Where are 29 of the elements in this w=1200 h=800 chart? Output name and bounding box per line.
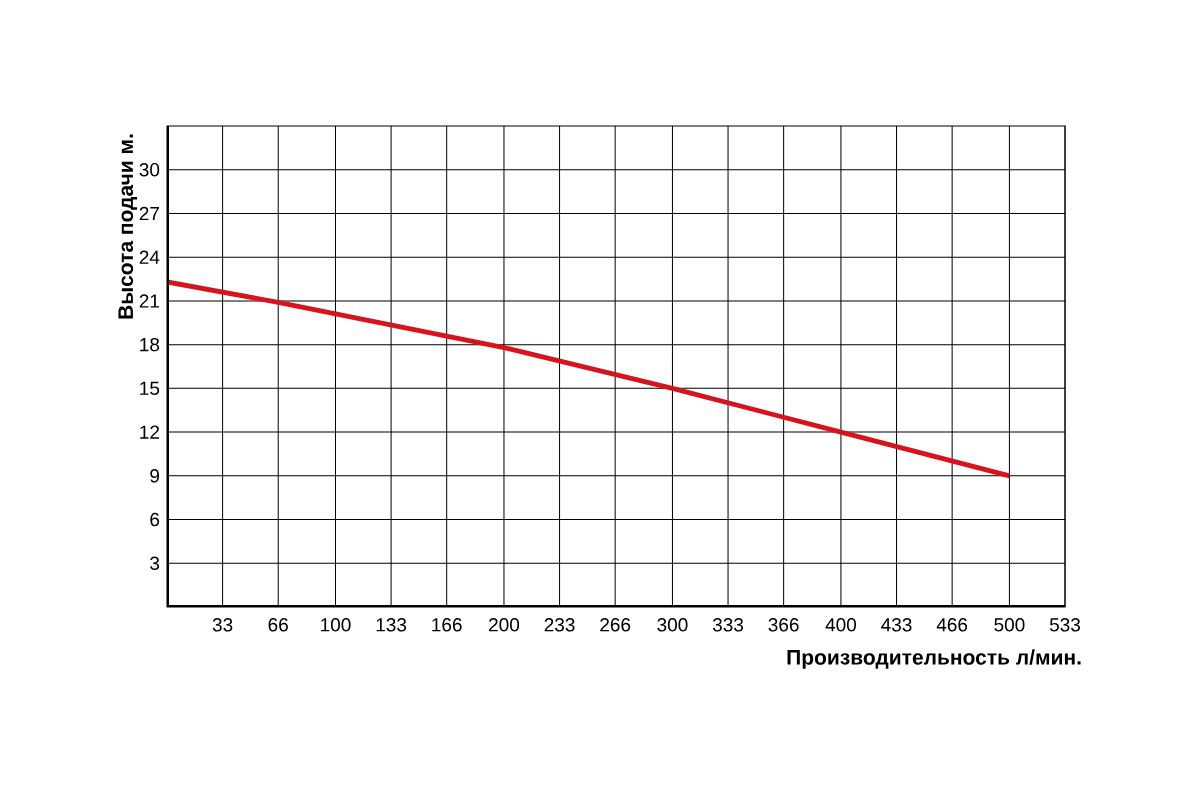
x-tick-label: 366 <box>768 618 799 632</box>
x-tick-label: 433 <box>881 618 912 632</box>
y-axis-title: Высота подачи м. <box>118 134 138 319</box>
x-tick-label: 233 <box>544 618 575 632</box>
y-tick-label: 21 <box>139 294 159 308</box>
x-tick-label: 133 <box>376 618 407 632</box>
line-series <box>167 279 1012 479</box>
y-tick-label: 3 <box>150 556 160 570</box>
y-tick-label: 6 <box>150 512 160 527</box>
y-tick-label: 18 <box>140 337 160 352</box>
y-tick-label: 27 <box>139 206 159 221</box>
y-tick-label: 12 <box>140 425 159 439</box>
x-tick-label: 66 <box>268 618 288 632</box>
x-tick-label: 33 <box>212 618 233 632</box>
x-axis-title: Производительность л/мин. <box>787 649 1081 669</box>
x-tick-label: 200 <box>489 618 520 632</box>
x-tick-label: 466 <box>936 618 968 632</box>
x-tick-label: 166 <box>432 618 462 632</box>
x-tick-label: 100 <box>321 618 351 632</box>
y-tick-label: 15 <box>140 381 160 395</box>
x-tick-label: 300 <box>657 618 688 632</box>
y-tick-label: 30 <box>139 163 160 177</box>
x-tick-label: 400 <box>825 618 857 632</box>
x-tick-label: 533 <box>1049 618 1081 632</box>
x-tick-label: 266 <box>600 618 631 632</box>
x-tick-label: 333 <box>712 618 744 632</box>
x-tick-label: 500 <box>994 618 1025 632</box>
y-tick-label: 24 <box>139 250 160 264</box>
y-tick-label: 9 <box>150 469 160 483</box>
